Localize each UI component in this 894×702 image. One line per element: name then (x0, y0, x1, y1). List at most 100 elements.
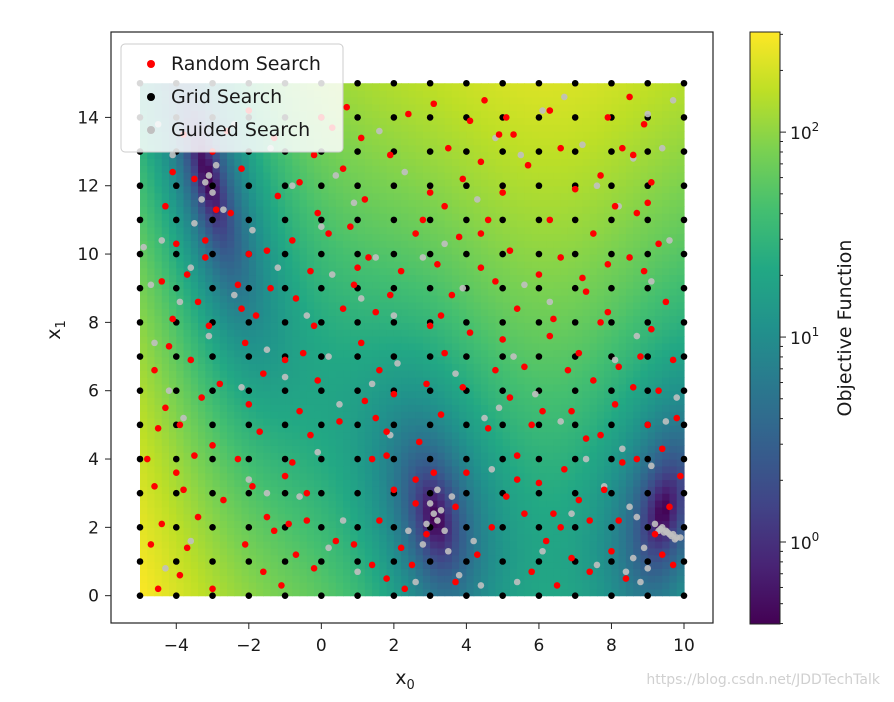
heatmap-cell (473, 288, 482, 296)
heatmap-cell (379, 506, 388, 515)
heatmap-cell (502, 431, 511, 440)
heatmap-cell (502, 267, 511, 276)
heatmap-cell (386, 315, 395, 323)
heatmap-cell (198, 165, 206, 173)
heatmap-cell (596, 165, 605, 173)
heatmap-cell (190, 493, 199, 501)
heatmap-cell (198, 547, 206, 556)
heatmap-cell (444, 158, 453, 166)
heatmap-cell (227, 233, 235, 241)
heatmap-cell (473, 356, 482, 364)
heatmap-cell (248, 377, 257, 385)
heatmap-cell (234, 438, 243, 446)
heatmap-cell (364, 206, 373, 214)
heatmap-cell (285, 315, 293, 323)
heatmap-cell (277, 541, 286, 549)
heatmap-cell (314, 219, 322, 228)
heatmap-cell (248, 254, 257, 262)
heatmap-cell (154, 390, 163, 399)
heatmap-cell (546, 588, 555, 597)
heatmap-cell (350, 336, 359, 344)
heatmap-cell (372, 575, 380, 583)
heatmap-cell (205, 247, 214, 255)
heatmap-cell (596, 267, 605, 276)
heatmap-cell (161, 192, 170, 200)
heatmap-cell (285, 445, 293, 453)
heatmap-cell (364, 226, 373, 235)
heatmap-cell (343, 404, 351, 412)
heatmap-cell (422, 438, 431, 446)
heatmap-cell (314, 267, 322, 276)
heatmap-cell (357, 438, 366, 446)
heatmap-cell (560, 185, 569, 194)
heatmap-cell (205, 575, 214, 583)
heatmap-cell (161, 151, 170, 159)
heatmap-cell (415, 520, 424, 528)
heatmap-cell (277, 356, 286, 364)
heatmap-cell (401, 329, 409, 337)
heatmap-cell (618, 465, 627, 474)
heatmap-cell (372, 418, 380, 426)
heatmap-cell (567, 520, 576, 528)
heatmap-cell (531, 513, 540, 522)
heatmap-cell (364, 342, 373, 351)
heatmap-cell (335, 465, 344, 474)
heatmap-cell (553, 90, 562, 98)
heatmap-cell (183, 295, 192, 303)
heatmap-cell (234, 383, 243, 392)
heatmap-cell (154, 452, 163, 460)
heatmap-cell (495, 308, 504, 317)
heatmap-cell (567, 281, 576, 289)
heatmap-cell (241, 281, 250, 289)
heatmap-cell (466, 356, 475, 364)
heatmap-cell (596, 96, 605, 105)
heatmap-cell (386, 336, 395, 344)
heatmap-cell (205, 260, 214, 269)
heatmap-cell (212, 185, 221, 194)
heatmap-cell (451, 486, 460, 494)
heatmap-cell (430, 131, 438, 139)
heatmap-cell (364, 424, 373, 433)
heatmap-cell (596, 363, 605, 371)
heatmap-cell (488, 356, 497, 364)
heatmap-cell (473, 418, 482, 426)
heatmap-cell (422, 568, 431, 576)
heatmap-cell (437, 165, 446, 173)
heatmap-cell (560, 308, 569, 317)
heatmap-cell (277, 199, 286, 207)
heatmap-cell (430, 281, 438, 289)
heatmap-cell (589, 274, 598, 282)
heatmap-cell (140, 452, 148, 460)
heatmap-cell (473, 206, 482, 214)
heatmap-cell (488, 274, 497, 282)
heatmap-cell (241, 308, 250, 317)
heatmap-cell (488, 117, 497, 125)
heatmap-cell (219, 349, 228, 358)
heatmap-cell (270, 411, 279, 419)
heatmap-cell (459, 479, 467, 487)
heatmap-cell (444, 137, 453, 146)
heatmap-cell (401, 206, 409, 214)
heatmap-cell (611, 424, 620, 433)
heatmap-cell (285, 383, 293, 392)
heatmap-cell (335, 260, 344, 269)
heatmap-cell (372, 151, 380, 159)
heatmap-cell (227, 308, 235, 317)
heatmap-cell (430, 219, 438, 228)
heatmap-cell (321, 582, 330, 590)
heatmap-cell (604, 575, 613, 583)
heatmap-cell (183, 349, 192, 358)
heatmap-cell (430, 110, 438, 118)
heatmap-cell (285, 281, 293, 289)
heatmap-cell (285, 295, 293, 303)
heatmap-cell (161, 274, 170, 282)
heatmap-cell (372, 274, 380, 282)
heatmap-cell (596, 342, 605, 351)
heatmap-cell (422, 404, 431, 412)
heatmap-cell (205, 431, 214, 440)
heatmap-cell (343, 459, 351, 467)
heatmap-cell (321, 165, 330, 173)
heatmap-cell (466, 561, 475, 569)
heatmap-cell (256, 308, 264, 317)
heatmap-cell (459, 404, 467, 412)
